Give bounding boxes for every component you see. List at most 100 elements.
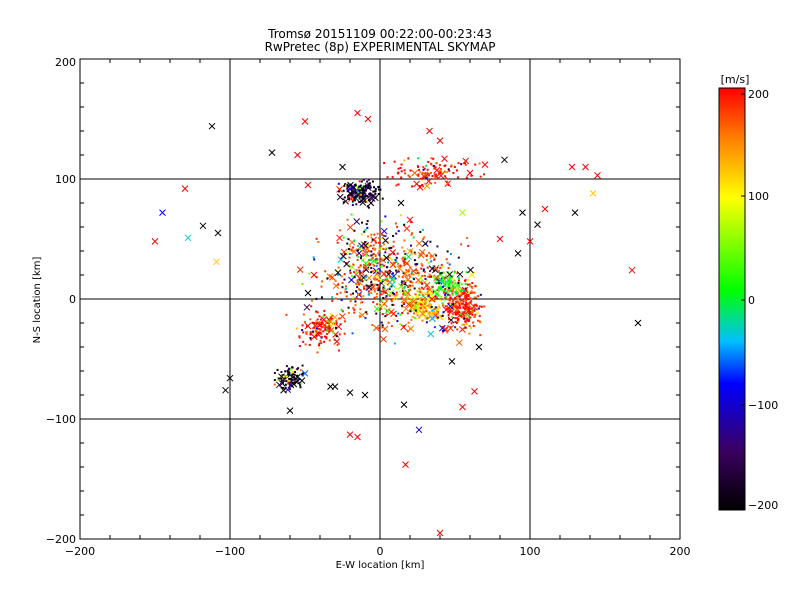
data-point-dot	[426, 254, 429, 257]
data-point-dot	[378, 280, 381, 283]
data-point-cross	[362, 242, 369, 249]
data-point-dot	[417, 173, 420, 176]
data-point-dot	[313, 258, 316, 261]
data-point-dot	[433, 299, 436, 302]
data-point-dot	[389, 263, 392, 266]
data-point-dot	[457, 294, 460, 297]
data-point-dot	[365, 288, 368, 291]
data-point-dot	[384, 315, 387, 318]
data-point-dot	[364, 228, 367, 231]
data-point-dot	[301, 364, 304, 367]
data-point-dot	[354, 194, 357, 197]
data-point-cross	[402, 461, 409, 468]
data-point-dot	[327, 320, 330, 323]
data-point-dot	[374, 247, 377, 250]
data-point-dot	[414, 252, 417, 255]
data-point-cross	[343, 260, 351, 268]
data-point-dot	[443, 284, 446, 287]
data-point-dot	[386, 280, 389, 283]
data-point-dot	[309, 338, 312, 341]
data-point-dot	[299, 384, 302, 387]
data-point-dot	[418, 306, 421, 309]
data-point-dot	[410, 297, 413, 300]
colorbar-ticks	[741, 93, 745, 506]
data-point-cross	[336, 234, 343, 242]
data-point-dot	[323, 335, 326, 338]
data-point-dot	[432, 290, 435, 293]
data-point-dot	[420, 303, 423, 306]
data-point-dot	[352, 292, 355, 295]
data-point-dot	[422, 288, 425, 291]
data-point-dot	[409, 327, 412, 330]
data-point-dot	[434, 281, 437, 284]
data-point-dot	[456, 305, 459, 308]
data-point-dot	[418, 316, 421, 319]
data-point-cross	[397, 282, 405, 290]
data-point-dot	[457, 277, 460, 280]
data-point-dot	[426, 316, 429, 319]
data-point-dot	[378, 269, 381, 272]
data-point-dot	[369, 263, 372, 266]
data-point-dot	[428, 273, 431, 276]
data-point-dot	[454, 317, 457, 320]
data-point-dot	[399, 313, 402, 316]
data-point-dot	[325, 336, 328, 339]
data-point-cross	[378, 301, 386, 309]
data-point-dot	[309, 333, 312, 336]
data-point-dot	[388, 288, 391, 291]
data-point-dot	[465, 313, 468, 316]
data-point-dot	[286, 379, 289, 382]
y-tick-labels: −200 −100 0 100 200	[46, 56, 76, 546]
data-point-dot	[411, 315, 414, 318]
data-point-dot	[395, 291, 398, 294]
data-point-dot	[358, 283, 361, 286]
data-point-dot	[381, 263, 384, 266]
data-point-dot	[441, 171, 444, 174]
data-point-dot	[385, 298, 388, 301]
data-point-dot	[364, 275, 367, 278]
data-point-dot	[418, 254, 421, 257]
data-point-dot	[447, 302, 450, 305]
data-point-cross	[541, 205, 549, 213]
data-point-dot	[388, 269, 391, 272]
data-point-cross	[303, 303, 311, 311]
data-point-dot	[284, 383, 287, 386]
data-point-dot	[450, 315, 453, 318]
data-point-cross	[390, 272, 398, 280]
data-point-dot	[379, 257, 382, 260]
data-point-dot	[404, 299, 407, 302]
data-point-dot	[468, 307, 471, 310]
data-point-dot	[455, 304, 458, 307]
data-point-dot	[346, 251, 349, 254]
data-point-cross	[425, 177, 433, 185]
data-point-dot	[467, 295, 470, 298]
data-point-cross	[468, 271, 476, 279]
data-point-dot	[468, 325, 471, 328]
data-point-cross	[290, 380, 298, 388]
data-point-dot	[407, 285, 410, 288]
data-point-cross	[423, 281, 431, 289]
data-point-dot	[372, 195, 375, 198]
data-point-dot	[315, 322, 318, 325]
data-point-dot	[401, 257, 404, 260]
data-point-dot	[371, 238, 374, 241]
data-point-dot	[367, 183, 370, 186]
data-point-dot	[377, 252, 380, 255]
data-point-dot	[325, 337, 328, 340]
data-point-dot	[358, 269, 361, 272]
data-point-dot	[364, 241, 367, 244]
data-point-cross	[296, 266, 304, 273]
data-point-dot	[327, 327, 330, 330]
data-point-dot	[349, 269, 352, 272]
data-point-dot	[409, 266, 412, 269]
data-point-dot	[429, 303, 432, 306]
data-point-dot	[339, 323, 342, 326]
data-point-dot	[392, 240, 395, 243]
data-point-dot	[320, 285, 323, 288]
data-points	[151, 109, 642, 537]
data-point-dot	[370, 292, 373, 295]
data-point-dot	[459, 289, 462, 292]
data-point-dot	[351, 249, 354, 252]
data-point-dot	[419, 291, 422, 294]
data-point-dot	[407, 270, 410, 273]
